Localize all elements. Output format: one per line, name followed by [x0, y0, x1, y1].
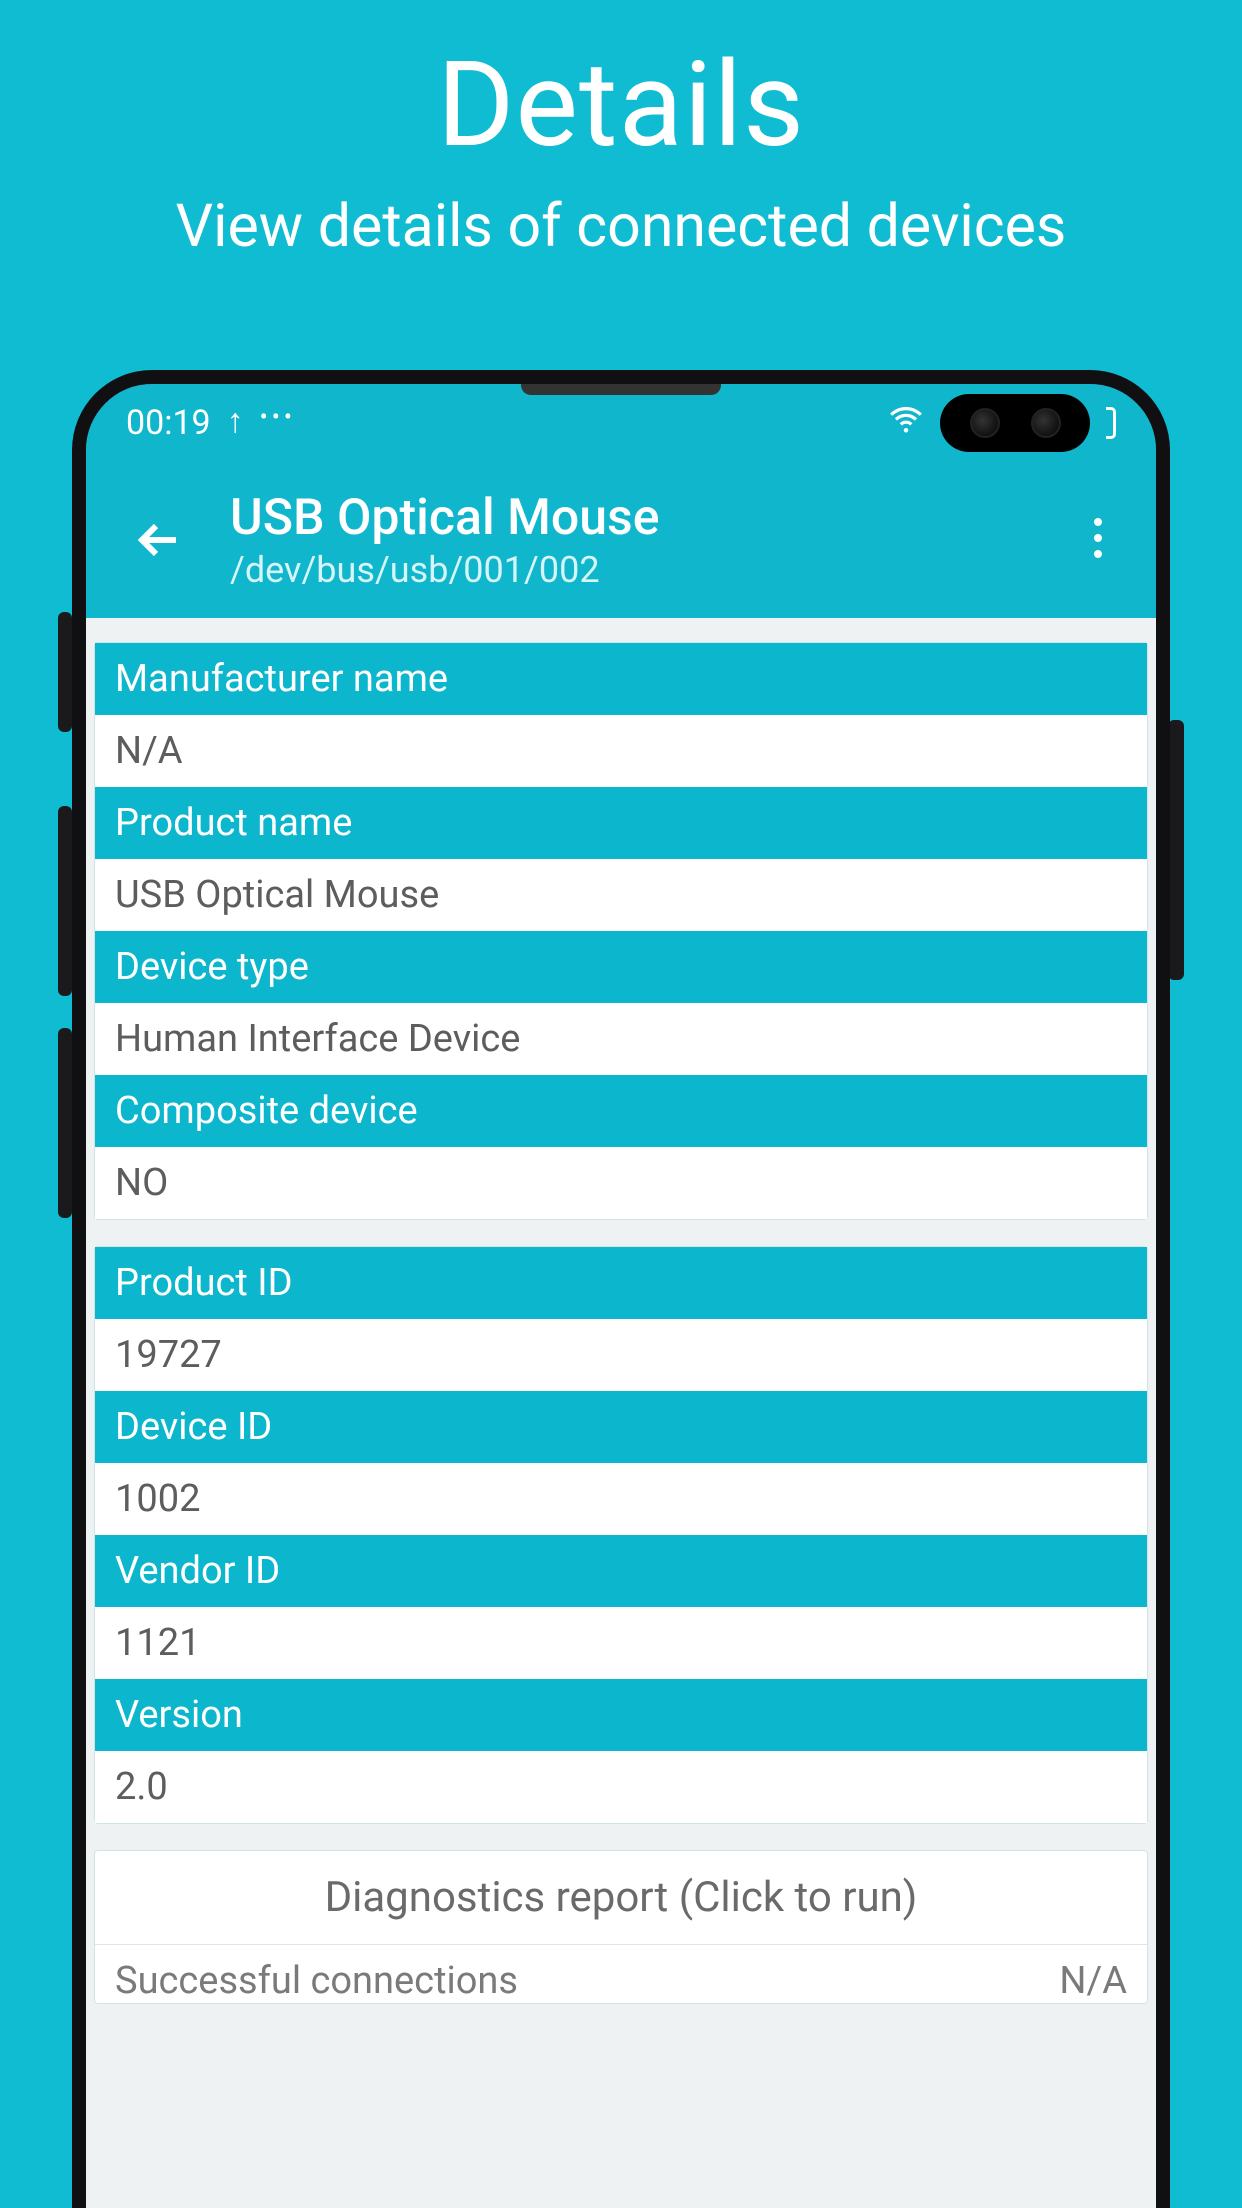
page-title: USB Optical Mouse: [230, 489, 1068, 547]
field-value: N/A: [95, 715, 1147, 787]
device-info-card: Manufacturer nameN/AProduct nameUSB Opti…: [94, 642, 1148, 1220]
field-label: Device type: [95, 931, 1147, 1003]
diagnostics-row-label: Successful connections: [115, 1959, 518, 2003]
field-label: Product ID: [95, 1247, 1147, 1319]
phone-frame: 00:19 ↑ ••• USB Optical Mouse /dev/bus/u…: [72, 370, 1170, 2208]
device-ids-card: Product ID19727Device ID1002Vendor ID112…: [94, 1246, 1148, 1824]
field-label: Version: [95, 1679, 1147, 1751]
diagnostics-header[interactable]: Diagnostics report (Click to run): [95, 1851, 1147, 1945]
upload-icon: ↑: [227, 401, 244, 441]
diagnostics-card[interactable]: Diagnostics report (Click to run) Succes…: [94, 1850, 1148, 2004]
field-label: Device ID: [95, 1391, 1147, 1463]
phone-side-button: [1168, 720, 1184, 980]
back-button[interactable]: [122, 516, 194, 564]
overflow-menu-button[interactable]: [1068, 518, 1128, 562]
field-label: Product name: [95, 787, 1147, 859]
phone-side-button: [58, 1028, 72, 1218]
battery-icon: [1106, 407, 1116, 439]
diagnostics-row: Successful connections N/A: [95, 1945, 1147, 2003]
field-label: Composite device: [95, 1075, 1147, 1147]
promo-title: Details: [0, 36, 1242, 174]
field-value: 19727: [95, 1319, 1147, 1391]
screen-body[interactable]: Manufacturer nameN/AProduct nameUSB Opti…: [86, 618, 1156, 2208]
field-value: 1002: [95, 1463, 1147, 1535]
field-value: Human Interface Device: [95, 1003, 1147, 1075]
page-subtitle: /dev/bus/usb/001/002: [230, 549, 1068, 591]
phone-side-button: [58, 806, 72, 996]
camera-cutout: [940, 394, 1090, 452]
field-value: 1121: [95, 1607, 1147, 1679]
field-label: Vendor ID: [95, 1535, 1147, 1607]
app-bar: USB Optical Mouse /dev/bus/usb/001/002: [86, 462, 1156, 618]
field-value: 2.0: [95, 1751, 1147, 1823]
promo-subtitle: View details of connected devices: [0, 192, 1242, 261]
field-value: NO: [95, 1147, 1147, 1219]
field-label: Manufacturer name: [95, 643, 1147, 715]
status-bar: 00:19 ↑ •••: [86, 384, 1156, 462]
status-time: 00:19: [126, 403, 211, 443]
wifi-icon: [888, 401, 924, 446]
field-value: USB Optical Mouse: [95, 859, 1147, 931]
phone-side-button: [58, 612, 72, 732]
diagnostics-row-value: N/A: [1059, 1959, 1127, 2003]
status-more-icon: •••: [260, 403, 296, 431]
